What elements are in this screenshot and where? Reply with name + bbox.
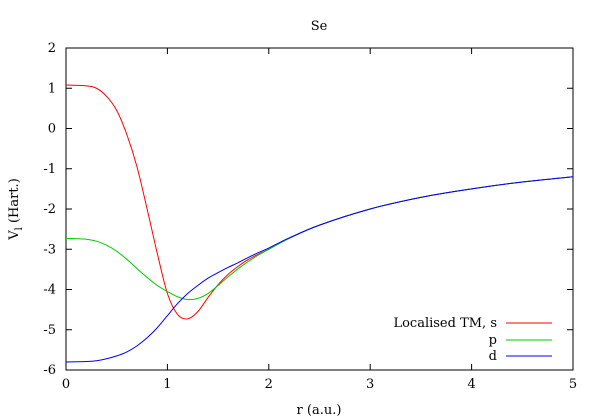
x-tick-label: 3 (366, 377, 374, 392)
chart-title: Se (311, 19, 328, 34)
y-tick-label: 2 (48, 41, 56, 56)
legend: Localised TM, s pd (393, 316, 552, 364)
x-tick-label: 1 (163, 377, 171, 392)
series-line-2 (65, 176, 574, 363)
y-axis-label-sub: l (14, 227, 25, 230)
y-tick-label: -2 (43, 202, 56, 217)
x-tick-label: 0 (62, 377, 70, 392)
y-tick-label: -1 (43, 162, 56, 177)
axis-ticks: 0 1 2 3 4 5 -6 -5 -4 -3 -2 -1 0 1 2 (43, 41, 577, 392)
series-line-0 (65, 84, 574, 320)
series-line-1 (65, 176, 574, 301)
series-lines (65, 84, 574, 363)
y-axis-label-main: V (7, 230, 22, 241)
x-axis-label: r (a.u.) (297, 403, 342, 418)
y-tick-label: -5 (43, 323, 56, 338)
y-axis-label-rest: (Hart.) (7, 178, 22, 227)
y-tick-label: -4 (43, 283, 56, 298)
y-tick-label: -6 (43, 363, 56, 378)
legend-label-0: Localised TM, s (393, 316, 497, 331)
y-tick-label: -3 (43, 242, 56, 257)
x-tick-label: 5 (569, 377, 577, 392)
x-tick-label: 2 (265, 377, 273, 392)
y-tick-label: 0 (48, 122, 56, 137)
x-tick-label: 4 (467, 377, 475, 392)
legend-label-1: p (489, 333, 497, 348)
legend-label-2: d (489, 349, 497, 364)
y-axis-label: Vl (Hart.) (7, 178, 25, 241)
y-tick-label: 1 (48, 81, 56, 96)
